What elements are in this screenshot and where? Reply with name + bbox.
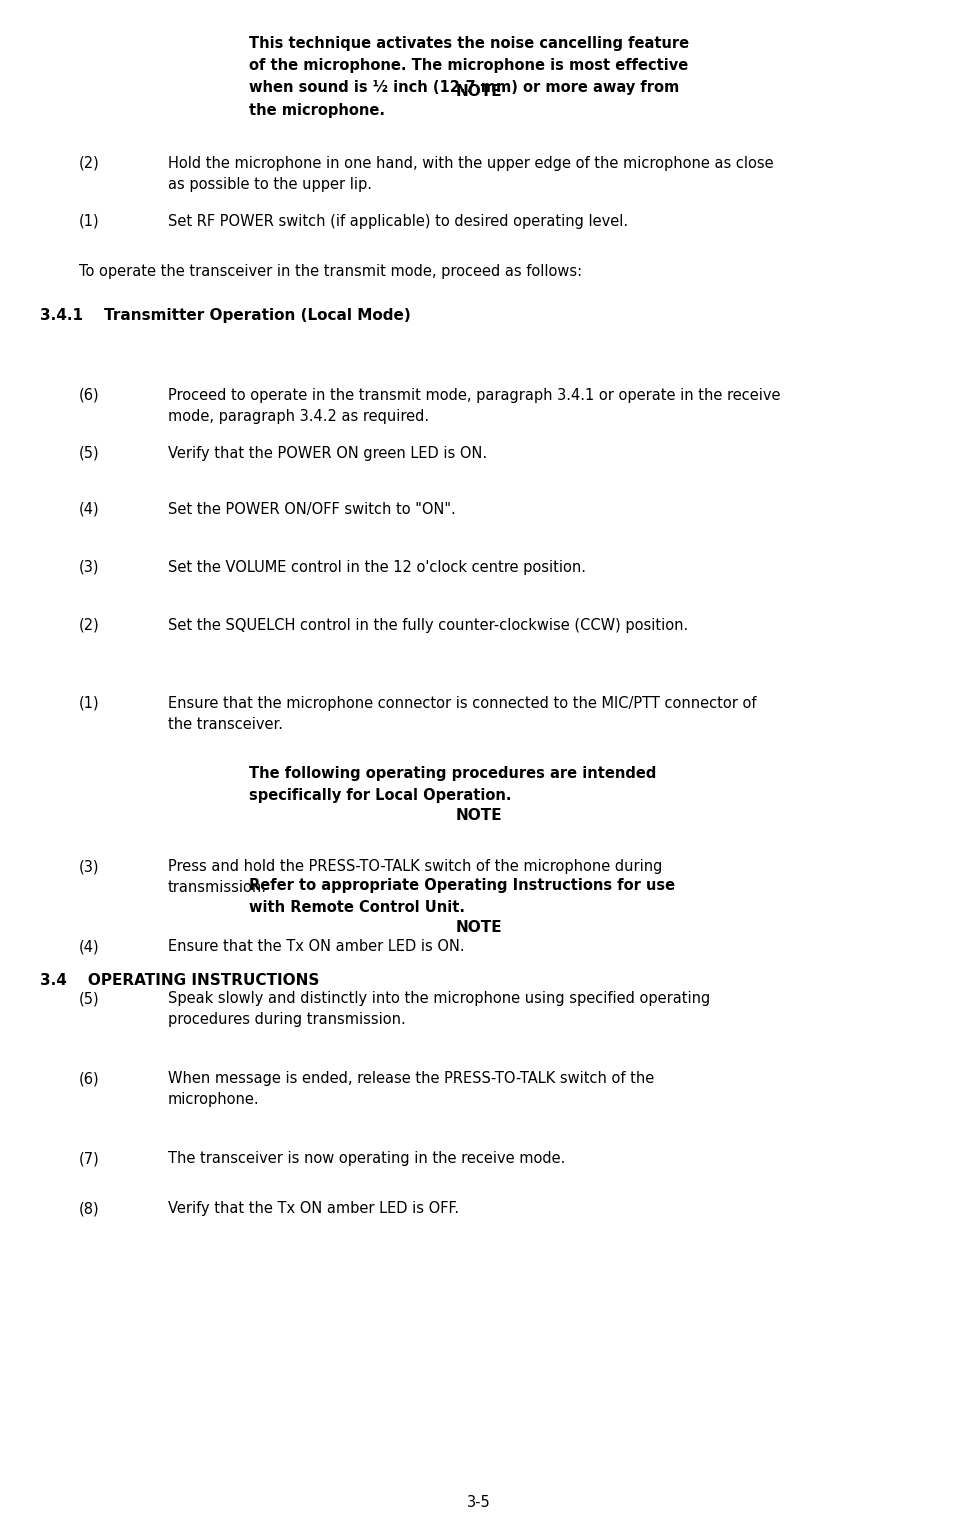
Text: Set the POWER ON/OFF switch to "ON".: Set the POWER ON/OFF switch to "ON". [168, 501, 455, 517]
Text: NOTE: NOTE [456, 920, 502, 935]
Text: To operate the transceiver in the transmit mode, proceed as follows:: To operate the transceiver in the transm… [79, 265, 582, 278]
Text: NOTE: NOTE [456, 85, 502, 98]
Text: (8): (8) [79, 1201, 100, 1217]
Text: Refer to appropriate Operating Instructions for use
with Remote Control Unit.: Refer to appropriate Operating Instructi… [249, 878, 675, 915]
Text: (4): (4) [79, 501, 100, 517]
Text: (5): (5) [79, 990, 100, 1006]
Text: Set RF POWER switch (if applicable) to desired operating level.: Set RF POWER switch (if applicable) to d… [168, 214, 627, 229]
Text: (3): (3) [79, 860, 99, 874]
Text: 3-5: 3-5 [468, 1495, 490, 1510]
Text: Verify that the Tx ON amber LED is OFF.: Verify that the Tx ON amber LED is OFF. [168, 1201, 459, 1217]
Text: Speak slowly and distinctly into the microphone using specified operating
proced: Speak slowly and distinctly into the mic… [168, 990, 710, 1027]
Text: NOTE: NOTE [456, 807, 502, 823]
Text: Verify that the POWER ON green LED is ON.: Verify that the POWER ON green LED is ON… [168, 446, 487, 461]
Text: (6): (6) [79, 388, 100, 403]
Text: Set the VOLUME control in the 12 o'clock centre position.: Set the VOLUME control in the 12 o'clock… [168, 560, 585, 575]
Text: Set the SQUELCH control in the fully counter-clockwise (CCW) position.: Set the SQUELCH control in the fully cou… [168, 618, 688, 634]
Text: (3): (3) [79, 560, 99, 575]
Text: This technique activates the noise cancelling feature
of the microphone. The mic: This technique activates the noise cance… [249, 35, 689, 117]
Text: 3.4.1    Transmitter Operation (Local Mode): 3.4.1 Transmitter Operation (Local Mode) [40, 308, 411, 323]
Text: (7): (7) [79, 1150, 100, 1166]
Text: The following operating procedures are intended
specifically for Local Operation: The following operating procedures are i… [249, 766, 656, 803]
Text: Proceed to operate in the transmit mode, paragraph 3.4.1 or operate in the recei: Proceed to operate in the transmit mode,… [168, 388, 780, 424]
Text: Ensure that the Tx ON amber LED is ON.: Ensure that the Tx ON amber LED is ON. [168, 940, 465, 954]
Text: 3.4    OPERATING INSTRUCTIONS: 3.4 OPERATING INSTRUCTIONS [40, 974, 320, 987]
Text: (6): (6) [79, 1070, 100, 1086]
Text: Ensure that the microphone connector is connected to the MIC/PTT connector of
th: Ensure that the microphone connector is … [168, 697, 756, 732]
Text: Hold the microphone in one hand, with the upper edge of the microphone as close
: Hold the microphone in one hand, with th… [168, 155, 773, 192]
Text: (1): (1) [79, 214, 100, 229]
Text: When message is ended, release the PRESS-TO-TALK switch of the
microphone.: When message is ended, release the PRESS… [168, 1070, 654, 1107]
Text: (2): (2) [79, 155, 100, 171]
Text: The transceiver is now operating in the receive mode.: The transceiver is now operating in the … [168, 1150, 565, 1166]
Text: Press and hold the PRESS-TO-TALK switch of the microphone during
transmission.: Press and hold the PRESS-TO-TALK switch … [168, 860, 662, 895]
Text: (5): (5) [79, 446, 100, 461]
Text: (2): (2) [79, 618, 100, 634]
Text: (1): (1) [79, 697, 100, 711]
Text: (4): (4) [79, 940, 100, 954]
